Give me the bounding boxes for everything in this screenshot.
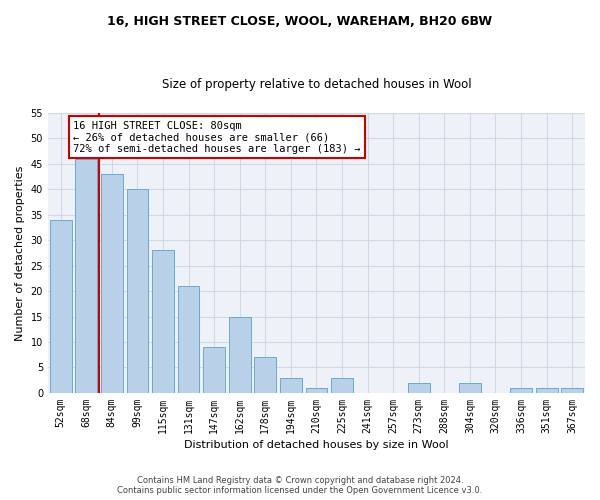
Bar: [203, 347, 225, 393]
Bar: [408, 383, 430, 393]
Bar: [562, 388, 583, 393]
Bar: [127, 190, 148, 393]
Bar: [254, 358, 276, 393]
Bar: [152, 250, 174, 393]
Title: Size of property relative to detached houses in Wool: Size of property relative to detached ho…: [161, 78, 471, 91]
Text: 16, HIGH STREET CLOSE, WOOL, WAREHAM, BH20 6BW: 16, HIGH STREET CLOSE, WOOL, WAREHAM, BH…: [107, 15, 493, 28]
Bar: [459, 383, 481, 393]
Bar: [536, 388, 557, 393]
Text: 16 HIGH STREET CLOSE: 80sqm
← 26% of detached houses are smaller (66)
72% of sem: 16 HIGH STREET CLOSE: 80sqm ← 26% of det…: [73, 120, 361, 154]
Bar: [331, 378, 353, 393]
Bar: [280, 378, 302, 393]
Bar: [510, 388, 532, 393]
Text: Contains HM Land Registry data © Crown copyright and database right 2024.
Contai: Contains HM Land Registry data © Crown c…: [118, 476, 482, 495]
X-axis label: Distribution of detached houses by size in Wool: Distribution of detached houses by size …: [184, 440, 449, 450]
Bar: [178, 286, 199, 393]
Bar: [229, 316, 251, 393]
Y-axis label: Number of detached properties: Number of detached properties: [15, 166, 25, 340]
Bar: [50, 220, 71, 393]
Bar: [101, 174, 123, 393]
Bar: [305, 388, 328, 393]
Bar: [76, 159, 97, 393]
